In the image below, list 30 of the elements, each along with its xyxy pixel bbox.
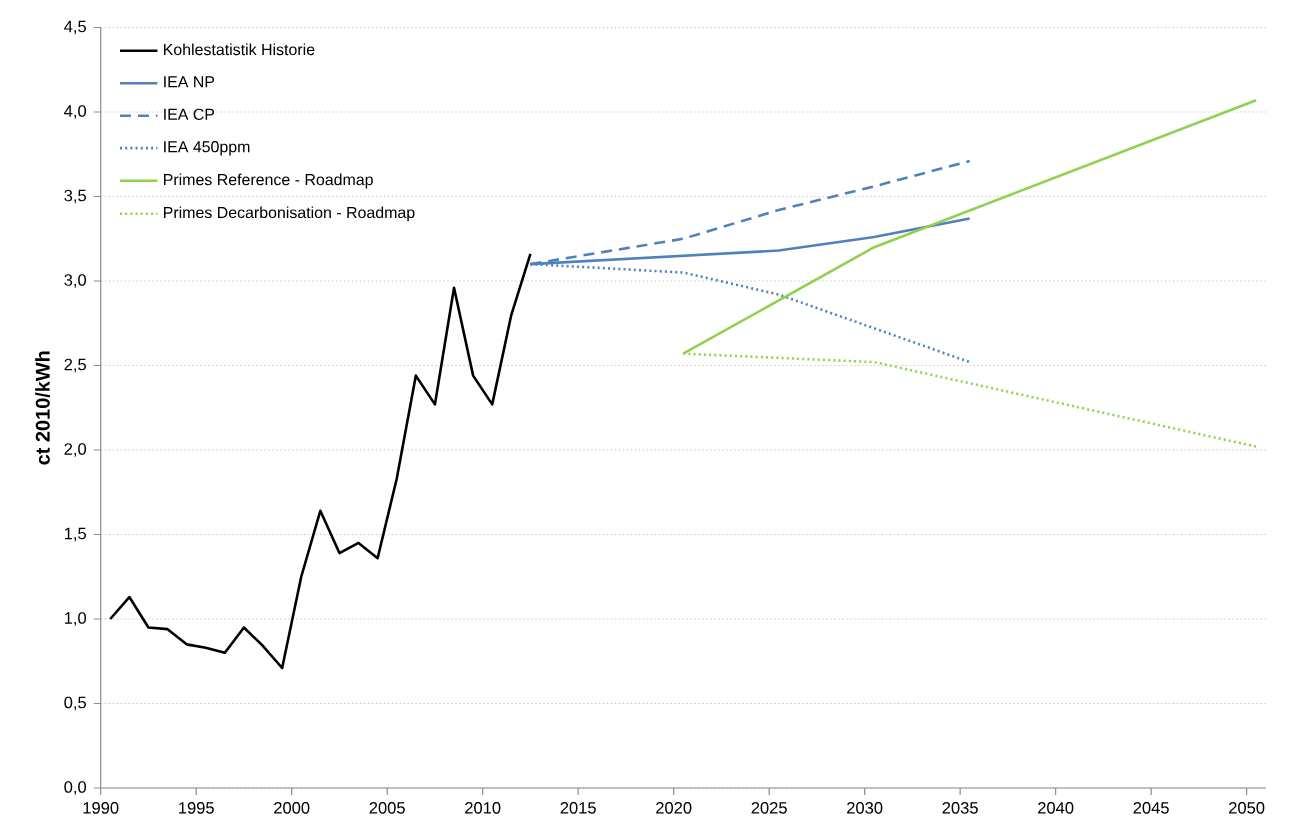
legend-label: Primes Reference - Roadmap — [164, 173, 373, 189]
y-tick-label: 4,5 — [64, 20, 86, 35]
legend-label: Primes Decarbonisation - Roadmap — [164, 206, 415, 222]
legend-label: IEA NP — [164, 76, 215, 88]
x-tick-label: 2045 — [1133, 802, 1169, 814]
legend-label: IEA 450ppm — [164, 141, 250, 156]
y-tick-label: 1,5 — [64, 527, 86, 542]
legend-label: Kohlestatistik Historie — [164, 43, 315, 56]
x-tick-label: 1995 — [179, 802, 214, 814]
x-tick-label: 2020 — [656, 802, 692, 814]
y-tick-label: 2,5 — [64, 358, 86, 373]
y-tick-label: 3,5 — [64, 189, 86, 204]
x-tick-label: 2030 — [847, 802, 883, 814]
x-tick-label: 2035 — [942, 802, 978, 814]
y-tick-label: 0,0 — [64, 781, 87, 795]
x-tick-label: 2025 — [751, 802, 787, 814]
y-tick-label: 1,0 — [64, 612, 87, 626]
y-tick-label: 3,0 — [64, 274, 87, 288]
x-tick-label: 2005 — [369, 802, 405, 814]
x-tick-label: 2015 — [560, 802, 596, 814]
y-tick-label: 0,5 — [64, 696, 86, 711]
x-tick-label: 1990 — [83, 802, 119, 814]
x-tick-label: 2040 — [1038, 802, 1074, 814]
x-tick-label: 2000 — [274, 802, 310, 814]
y-tick-label: 4,0 — [64, 105, 87, 119]
y-tick-label: 2,0 — [64, 443, 87, 457]
y-axis-title: ct 2010/kWh — [35, 351, 51, 465]
x-tick-label: 2050 — [1229, 802, 1265, 814]
x-tick-label: 2010 — [465, 802, 501, 814]
legend-label: IEA CP — [164, 108, 215, 120]
